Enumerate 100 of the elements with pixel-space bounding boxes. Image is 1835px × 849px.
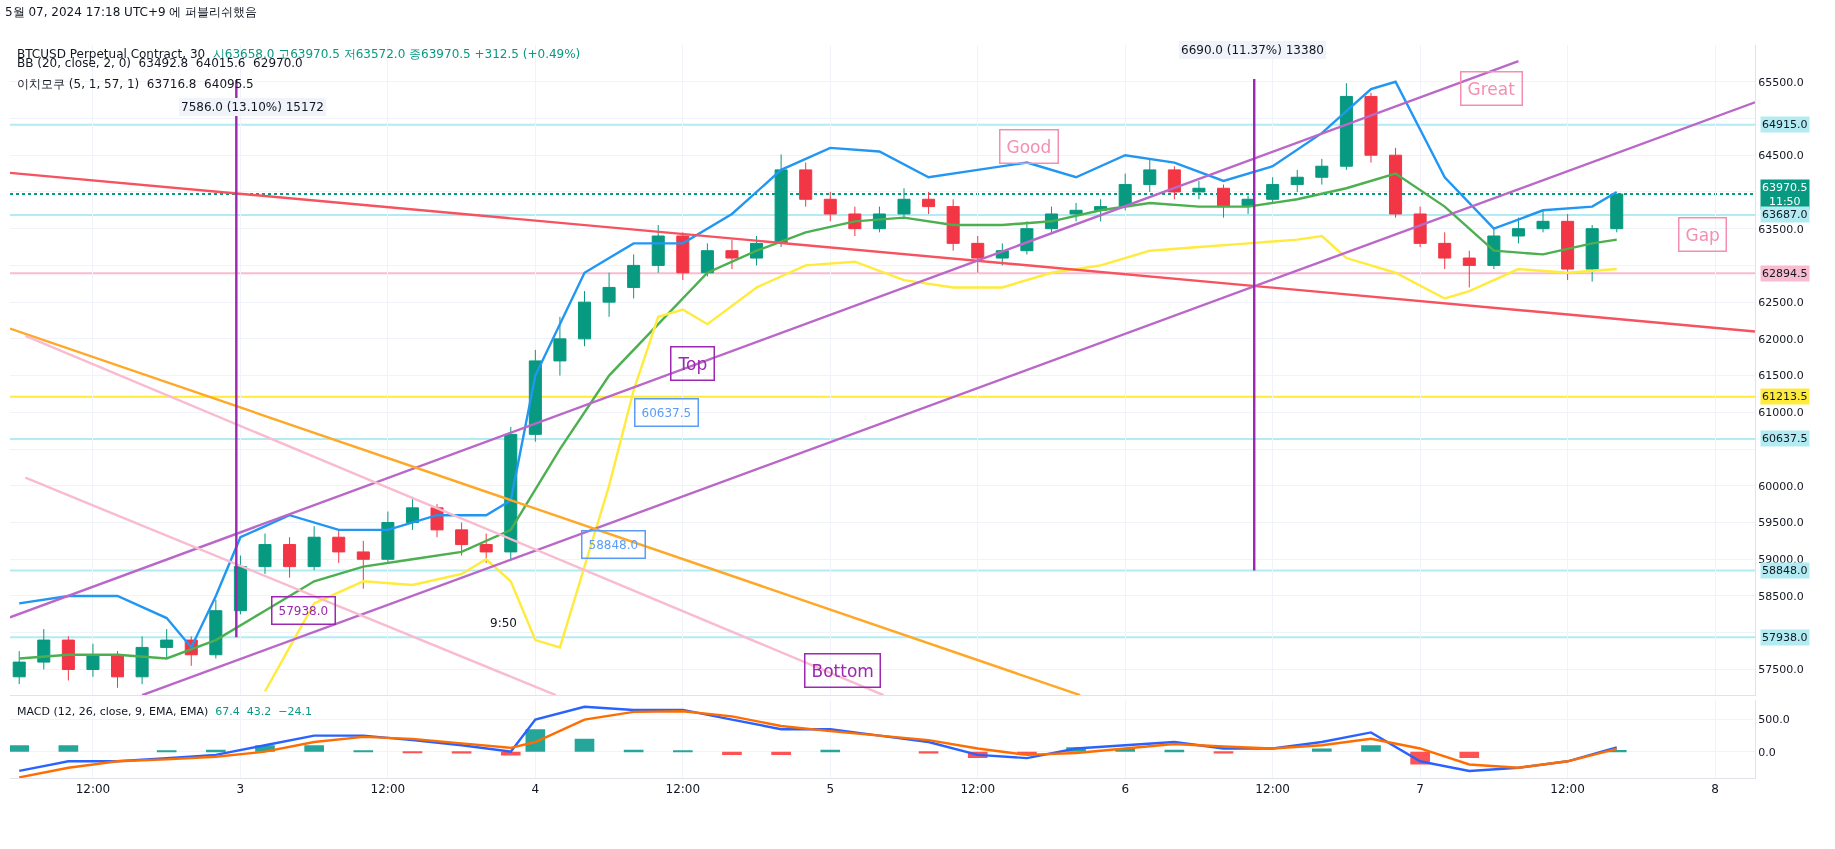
bar xyxy=(918,751,939,754)
bar xyxy=(574,738,595,752)
x-tick-label: 12:00 xyxy=(75,782,111,797)
y-tick-label: 63500.0 xyxy=(1758,222,1804,236)
candlestick xyxy=(135,635,149,685)
y-tick-label: 65500.0 xyxy=(1758,75,1804,89)
candlestick xyxy=(1413,206,1427,248)
annotation: Gap xyxy=(1685,224,1720,245)
candlestick xyxy=(627,253,641,299)
x-tick-label: 3 xyxy=(236,782,245,797)
candlestick xyxy=(160,628,174,659)
y-tick-label: 0.0 xyxy=(1758,745,1776,759)
candlestick xyxy=(405,496,419,531)
ref-line-label: 57938.0 xyxy=(1762,631,1808,644)
candlestick xyxy=(602,272,616,318)
y-tick-label: 57500.0 xyxy=(1758,663,1804,677)
annotation: 60637.5 xyxy=(641,405,692,420)
annotation: 9:50 xyxy=(490,616,517,630)
x-tick-label: 12:00 xyxy=(1550,782,1585,797)
candlestick xyxy=(651,224,665,274)
candlestick xyxy=(37,628,51,670)
bar xyxy=(500,751,521,756)
bar xyxy=(451,751,472,754)
candlestick xyxy=(676,231,690,281)
candlestick xyxy=(258,533,272,575)
annotation: 6690.0 (11.37%) 13380 xyxy=(1181,43,1324,57)
candlestick xyxy=(209,599,223,659)
candlestick xyxy=(1462,250,1476,288)
candlestick xyxy=(479,533,493,564)
annotation: 7586.0 (13.10%) 15172 xyxy=(181,100,324,114)
bar xyxy=(722,751,742,755)
candlestick xyxy=(1389,147,1403,219)
x-tick-label: 12:00 xyxy=(665,782,701,797)
bar xyxy=(771,751,791,755)
bar xyxy=(10,745,30,752)
candlestick xyxy=(1585,224,1599,283)
candlestick xyxy=(61,635,75,681)
candlestick xyxy=(1315,158,1329,186)
y-tick-label: 64500.0 xyxy=(1758,149,1804,163)
text: MACD (12, 26, close, 9, EMA, EMA) xyxy=(17,705,209,718)
candlestick xyxy=(1069,202,1083,222)
bar xyxy=(1459,751,1480,759)
text: 67.4 43.2 −24.1 xyxy=(215,705,312,718)
bar xyxy=(1213,751,1234,754)
candlestick xyxy=(283,536,297,579)
candlestick xyxy=(1339,82,1353,171)
y-tick-label: 500.0 xyxy=(1758,713,1790,727)
ref-line-label: 58848.0 xyxy=(1762,564,1808,577)
candlestick xyxy=(1536,209,1550,233)
candlestick xyxy=(1290,169,1304,193)
ref-line-label: 60637.5 xyxy=(1762,432,1808,445)
text: 5월 07, 2024 17:18 UTC+9 에 퍼블리쉬했음 xyxy=(5,5,258,19)
ref-line-label: 62894.5 xyxy=(1762,267,1808,280)
ref-line-label: 63687.0 xyxy=(1762,208,1808,221)
bar xyxy=(353,750,374,753)
candlestick xyxy=(307,525,321,571)
candlestick xyxy=(86,643,100,678)
x-tick-label: 12:00 xyxy=(370,782,406,797)
x-tick-label: 12:00 xyxy=(1255,782,1290,797)
annotation: Great xyxy=(1467,78,1516,99)
candlestick xyxy=(971,235,985,274)
bar xyxy=(402,751,423,754)
candlestick xyxy=(356,540,370,590)
candlestick xyxy=(111,650,125,689)
y-tick-label: 59000.0 xyxy=(1758,553,1804,567)
y-tick-label: 62500.0 xyxy=(1758,295,1804,309)
candlestick xyxy=(577,290,592,347)
bar xyxy=(1311,748,1332,752)
x-tick-label: 8 xyxy=(1711,782,1719,797)
candlestick xyxy=(823,191,837,222)
candlestick xyxy=(553,316,567,377)
y-tick-label: 58500.0 xyxy=(1758,589,1804,603)
candlestick xyxy=(12,650,26,685)
candlestick xyxy=(381,511,395,564)
ref-line-label: 61213.5 xyxy=(1762,390,1808,403)
x-tick-label: 12:00 xyxy=(960,782,996,797)
candlestick xyxy=(1438,231,1452,270)
x-tick-label: 4 xyxy=(531,782,540,797)
bar xyxy=(1361,745,1381,752)
ref-line-label: 63970.5 11:50 xyxy=(1762,181,1808,209)
candlestick xyxy=(332,529,346,564)
x-tick-label: 6 xyxy=(1121,782,1130,797)
candlestick xyxy=(1167,165,1181,200)
line-series xyxy=(18,172,1618,660)
y-tick-label: 60000.0 xyxy=(1758,479,1804,493)
bar xyxy=(672,750,693,753)
y-tick-label: 59500.0 xyxy=(1758,516,1804,530)
candlestick xyxy=(700,242,714,277)
candlestick xyxy=(946,198,960,252)
candlestick xyxy=(725,239,739,270)
y-tick-label: 62000.0 xyxy=(1758,332,1804,346)
x-tick-label: 5 xyxy=(826,782,835,797)
candlestick xyxy=(922,191,936,215)
y-tick-label: 61000.0 xyxy=(1758,406,1804,420)
bar xyxy=(58,745,79,752)
annotation: Good xyxy=(1006,136,1052,157)
x-tick-label: 7 xyxy=(1416,782,1424,797)
bar xyxy=(156,750,177,753)
candlestick xyxy=(1561,213,1575,281)
y-tick-label: 61500.0 xyxy=(1758,369,1804,383)
